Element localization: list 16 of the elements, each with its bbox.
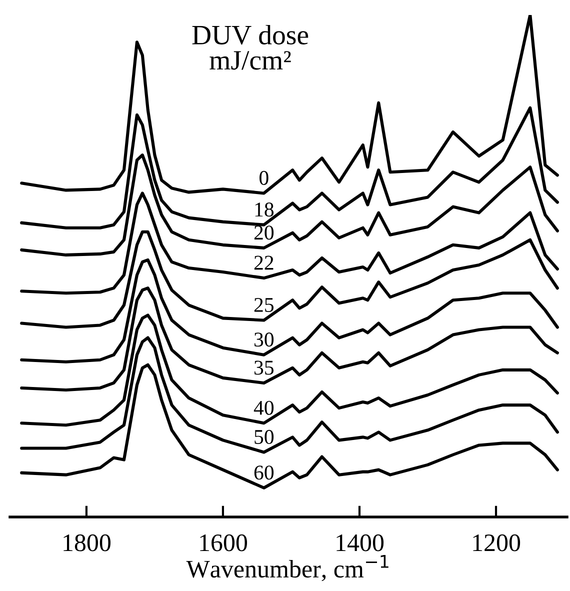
legend-title: DUV dose mJ/cm² [192, 24, 308, 70]
x-axis-title: Wavenumber, cm$^{−1}$ [186, 555, 388, 582]
series-label: 60 [254, 466, 274, 480]
series-label: 0 [260, 170, 268, 185]
series-label: 22 [254, 256, 274, 270]
series-label: 18 [255, 202, 274, 217]
series-label: 25 [254, 298, 274, 312]
series-label: 40 [254, 400, 274, 415]
series-label: 50 [254, 430, 274, 444]
series-label: 35 [254, 360, 274, 375]
x-tick-label: 1200 [473, 534, 520, 552]
series-label: 30 [254, 332, 274, 347]
x-tick-label: 1400 [336, 534, 384, 552]
x-tick-label: 1600 [200, 534, 248, 552]
x-tick-label: 1800 [64, 534, 110, 552]
series-label: 20 [254, 226, 274, 240]
